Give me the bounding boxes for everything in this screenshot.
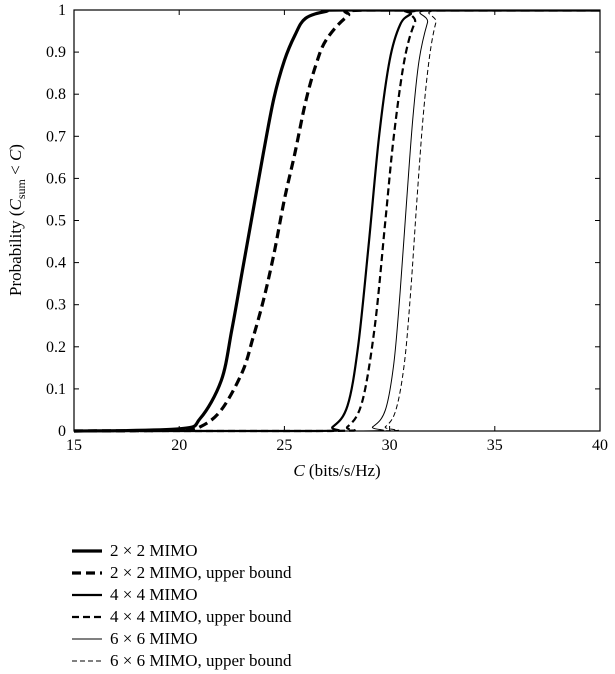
- x-axis-label: C (bits/s/Hz): [293, 461, 380, 480]
- legend-swatch: [72, 660, 102, 662]
- legend-swatch: [72, 549, 102, 553]
- y-tick-label: 0.7: [46, 128, 66, 145]
- y-tick-label: 0.5: [46, 213, 66, 230]
- y-tick-label: 1: [58, 2, 66, 19]
- y-tick-label: 0.8: [46, 86, 66, 103]
- legend-item: 4 × 4 MIMO, upper bound: [70, 606, 470, 628]
- y-axis-label: Probability (Csum < C): [6, 144, 28, 296]
- y-tick-label: 0: [58, 423, 66, 440]
- legend-label: 4 × 4 MIMO: [110, 585, 198, 604]
- x-tick-label: 15: [66, 437, 82, 454]
- tick-labels: 15 20 25 30 35 40 0 0.1 0.2 0.3 0.4 0.5 0.6 0.7 0.8 0.9…: [46, 2, 608, 454]
- y-tick-label: 0.1: [46, 381, 66, 398]
- series-line-1: [74, 10, 600, 433]
- y-tick-label: 0.2: [46, 339, 66, 356]
- legend-item: 6 × 6 MIMO: [70, 628, 470, 650]
- legend-label: 2 × 2 MIMO, upper bound: [110, 563, 292, 582]
- legend-swatch: [72, 593, 102, 597]
- legend-label: 2 × 2 MIMO: [110, 541, 198, 560]
- legend: 2 × 2 MIMO 2 × 2 MIMO, upper bound 4 × 4 M…: [70, 540, 470, 672]
- y-tick-label: 0.3: [46, 297, 66, 314]
- x-tick-label: 35: [487, 437, 503, 454]
- series-line-3: [74, 10, 600, 433]
- series-line-5: [74, 10, 600, 432]
- legend-label: 4 × 4 MIMO, upper bound: [110, 607, 292, 626]
- x-tick-label: 25: [276, 437, 292, 454]
- x-tick-label: 40: [592, 437, 608, 454]
- y-tick-label: 0.6: [46, 170, 66, 187]
- legend-label: 6 × 6 MIMO: [110, 629, 198, 648]
- curves: [74, 10, 600, 433]
- legend-swatch: [72, 571, 102, 575]
- y-tick-label: 0.9: [46, 44, 66, 61]
- x-tick-label: 30: [382, 437, 398, 454]
- plot-frame: [73, 9, 601, 432]
- legend-swatch: [72, 638, 102, 640]
- legend-item: 2 × 2 MIMO, upper bound: [70, 562, 470, 584]
- series-line-6: [74, 10, 600, 432]
- legend-item: 2 × 2 MIMO: [70, 540, 470, 562]
- y-tick-label: 0.4: [46, 255, 66, 272]
- series-line-2: [74, 10, 600, 433]
- legend-swatch: [72, 615, 102, 619]
- series-line-4: [74, 10, 600, 433]
- legend-item: 4 × 4 MIMO: [70, 584, 470, 606]
- ticks: [73, 9, 601, 432]
- x-tick-label: 20: [171, 437, 187, 454]
- legend-item: 6 × 6 MIMO, upper bound: [70, 650, 470, 672]
- legend-label: 6 × 6 MIMO, upper bound: [110, 651, 292, 670]
- chart: 15 20 25 30 35 40 0 0.1 0.2 0.3 0.4 0.5 0.6 0.7 0.8 0.9…: [6, 2, 608, 480]
